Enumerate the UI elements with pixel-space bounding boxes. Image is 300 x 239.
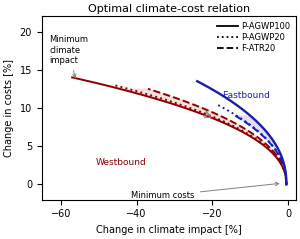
Text: Minimum
climate
impact: Minimum climate impact [50, 35, 88, 77]
Title: Optimal climate-cost relation: Optimal climate-cost relation [88, 4, 250, 14]
Legend: P-AGWP100, P-AGWP20, F-ATR20: P-AGWP100, P-AGWP20, F-ATR20 [215, 21, 292, 55]
Text: Westbound: Westbound [96, 158, 147, 168]
Text: Minimum costs: Minimum costs [131, 182, 279, 200]
Text: Eastbound: Eastbound [223, 91, 271, 100]
Y-axis label: Change in costs [%]: Change in costs [%] [4, 59, 14, 157]
X-axis label: Change in climate impact [%]: Change in climate impact [%] [96, 225, 242, 235]
